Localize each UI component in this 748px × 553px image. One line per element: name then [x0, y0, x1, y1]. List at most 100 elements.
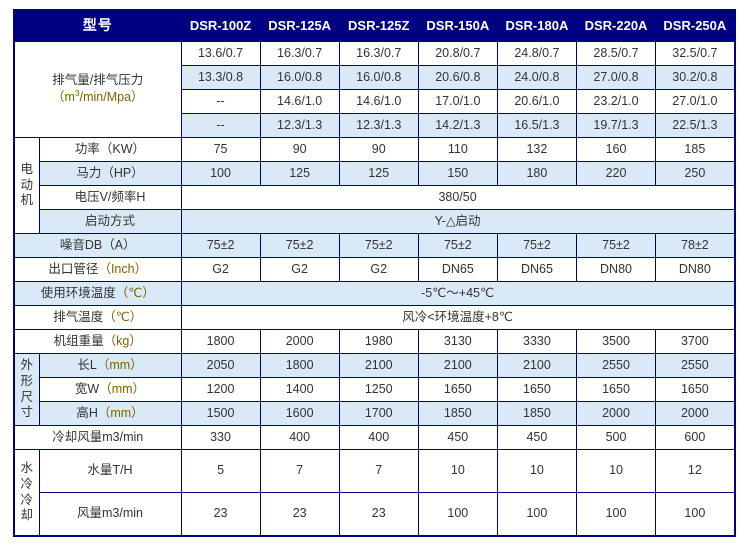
noise-label: 噪音DB（A）	[13, 233, 182, 258]
air-volume-v7: 100	[655, 492, 736, 537]
flow-pressure-label-line1: 排气量/排气压力	[52, 72, 144, 87]
width-v6: 1650	[575, 377, 657, 402]
flow-3-v3: 14.6/1.0	[338, 89, 419, 114]
flow-2-v4: 20.6/0.8	[417, 65, 498, 90]
weight-v4: 3130	[417, 329, 498, 354]
water-volume-v5: 10	[496, 449, 577, 493]
water-volume-v1: 5	[180, 449, 261, 493]
air-volume-v1: 23	[180, 492, 261, 537]
table-row-outlet: 出口管径（Inch） G2 G2 G2 DN65 DN65 DN80 DN80	[13, 257, 736, 282]
weight-v2: 2000	[259, 329, 340, 354]
table-row-flow-1: 排气量/排气压力 （m3/min/Mpa） 13.6/0.7 16.3/0.7 …	[13, 41, 736, 138]
water-volume-label: 水量T/H	[38, 449, 182, 493]
flow-1-v7: 32.5/0.7	[655, 41, 736, 66]
flow-2-v3: 16.0/0.8	[338, 65, 419, 90]
motor-power-v4: 110	[417, 137, 498, 162]
cooling-air-v2: 400	[259, 425, 340, 450]
height-v3: 1700	[338, 401, 419, 426]
length-v4: 2100	[417, 353, 498, 378]
table-row-height: 高H（mm） 1500 1600 1700 1850 1850 2000 200…	[14, 401, 736, 426]
motor-hp-v6: 220	[575, 161, 657, 186]
air-volume-v3: 23	[338, 492, 419, 537]
length-v5: 2100	[496, 353, 577, 378]
motor-voltage-value: 380/50	[180, 185, 736, 210]
flow-4-v6: 19.7/1.3	[575, 113, 657, 138]
cooling-air-label: 冷却风量m3/min	[13, 425, 182, 450]
width-v7: 1650	[655, 377, 736, 402]
length-v1: 2050	[180, 353, 261, 378]
flow-1-v5: 24.8/0.7	[496, 41, 577, 66]
product-specification-table: 型号 DSR-100Z DSR-125A DSR-125Z DSR-150A D…	[13, 9, 736, 537]
flow-2-v5: 24.0/0.8	[496, 65, 577, 90]
header-model-5: DSR-180A	[496, 9, 577, 42]
weight-v5: 3330	[496, 329, 577, 354]
width-v4: 1650	[417, 377, 498, 402]
motor-power-v5: 132	[496, 137, 577, 162]
flow-1-v2: 16.3/0.7	[259, 41, 340, 66]
motor-hp-v4: 150	[417, 161, 498, 186]
width-v5: 1650	[496, 377, 577, 402]
flow-1-v3: 16.3/0.7	[338, 41, 419, 66]
outlet-v2: G2	[259, 257, 340, 282]
table-row-flow-2: 13.3/0.8 16.0/0.8 16.0/0.8 20.6/0.8 24.0…	[14, 65, 736, 90]
water-volume-v2: 7	[259, 449, 340, 493]
noise-v1: 75±2	[180, 233, 261, 258]
noise-v4: 75±2	[417, 233, 498, 258]
noise-v7: 78±2	[655, 233, 736, 258]
ambient-temp-label: 使用环境温度（℃）	[13, 281, 182, 306]
motor-hp-v7: 250	[655, 161, 736, 186]
air-volume-v4: 100	[417, 492, 498, 537]
air-volume-v5: 100	[496, 492, 577, 537]
motor-power-v3: 90	[338, 137, 419, 162]
dimensions-group-label: 外 形 尺 寸	[13, 353, 40, 426]
width-label: 宽W（mm）	[38, 377, 182, 402]
motor-group-label: 电 动 机	[13, 137, 40, 234]
flow-pressure-label-unit: （m3/min/Mpa）	[51, 88, 144, 105]
outlet-v7: DN80	[655, 257, 736, 282]
flow-4-v1: --	[180, 113, 261, 138]
table-row-motor-voltage: 电压V/频率H 380/50	[14, 185, 736, 210]
motor-voltage-label: 电压V/频率H	[38, 185, 182, 210]
table-row-exhaust-temp: 排气温度（℃） 风冷<环境温度+8℃	[13, 305, 736, 330]
motor-hp-v1: 100	[180, 161, 261, 186]
header-model-7: DSR-250A	[655, 9, 736, 42]
motor-hp-v2: 125	[259, 161, 340, 186]
outlet-v3: G2	[338, 257, 419, 282]
ambient-temp-value: -5℃～+45℃	[180, 281, 736, 306]
flow-4-v2: 12.3/1.3	[259, 113, 340, 138]
water-volume-v7: 12	[655, 449, 736, 493]
motor-power-label: 功率（KW）	[38, 137, 182, 162]
height-v2: 1600	[259, 401, 340, 426]
table-row-motor-power: 电 动 机 功率（KW） 75 90 90 110 132 160 185	[13, 137, 736, 234]
motor-power-v2: 90	[259, 137, 340, 162]
height-v4: 1850	[417, 401, 498, 426]
table-row-noise: 噪音DB（A） 75±2 75±2 75±2 75±2 75±2 75±2 78…	[13, 233, 736, 258]
noise-v6: 75±2	[575, 233, 657, 258]
table-row-motor-hp: 马力（HP） 100 125 125 150 180 220 250	[14, 161, 736, 186]
header-model-2: DSR-125A	[259, 9, 340, 42]
weight-v6: 3500	[575, 329, 657, 354]
height-v1: 1500	[180, 401, 261, 426]
table-row-ambient-temp: 使用环境温度（℃） -5℃～+45℃	[13, 281, 736, 306]
noise-v2: 75±2	[259, 233, 340, 258]
water-cooling-group-label: 水 冷 冷 却	[13, 449, 40, 537]
table-row-weight: 机组重量（kg） 1800 2000 1980 3130 3330 3500 3…	[13, 329, 736, 354]
motor-power-v1: 75	[180, 137, 261, 162]
motor-hp-v5: 180	[496, 161, 577, 186]
width-v1: 1200	[180, 377, 261, 402]
motor-power-v7: 185	[655, 137, 736, 162]
flow-3-v7: 27.0/1.0	[655, 89, 736, 114]
length-v2: 1800	[259, 353, 340, 378]
flow-pressure-label: 排气量/排气压力 （m3/min/Mpa）	[13, 41, 182, 138]
length-v6: 2550	[575, 353, 657, 378]
cooling-air-v1: 330	[180, 425, 261, 450]
table-row-air-volume: 风量m3/min 23 23 23 100 100 100 100	[14, 492, 736, 537]
outlet-label: 出口管径（Inch）	[13, 257, 182, 282]
flow-1-v6: 28.5/0.7	[575, 41, 657, 66]
flow-3-v1: --	[180, 89, 261, 114]
header-model-6: DSR-220A	[575, 9, 657, 42]
length-v7: 2550	[655, 353, 736, 378]
width-v2: 1400	[259, 377, 340, 402]
cooling-air-v5: 450	[496, 425, 577, 450]
flow-2-v6: 27.0/0.8	[575, 65, 657, 90]
